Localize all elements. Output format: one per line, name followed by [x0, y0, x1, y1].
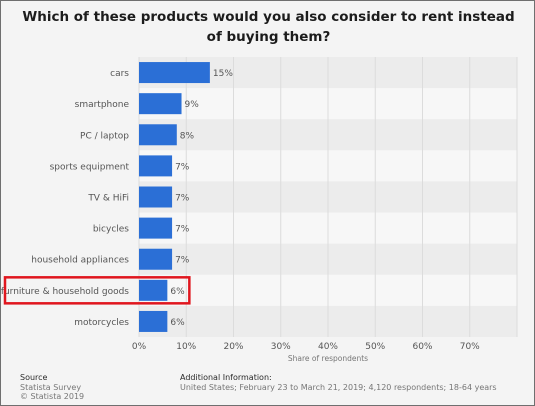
bar-6 — [139, 248, 173, 270]
bar-3 — [139, 155, 173, 177]
x-tick-label: 10% — [176, 342, 196, 352]
x-tick-label: 30% — [271, 342, 291, 352]
value-label: 7% — [175, 225, 190, 235]
value-label: 7% — [175, 256, 190, 266]
x-axis-title: Share of respondents — [288, 354, 368, 363]
source-block: Source Statista Survey © Statista 2019 — [20, 373, 84, 402]
bar-4 — [139, 186, 173, 208]
x-tick-label: 50% — [365, 342, 385, 352]
category-label: TV & HiFi — [87, 194, 129, 204]
value-label: 6% — [170, 287, 185, 297]
additional-info-text: United States; February 23 to March 21, … — [180, 382, 497, 392]
category-label: smartphone — [75, 100, 130, 110]
category-label: furniture & household goods — [1, 287, 129, 297]
value-label: 6% — [170, 318, 185, 328]
x-tick-label: 70% — [460, 342, 480, 352]
copyright-line: © Statista 2019 — [20, 392, 85, 401]
chart-title: Which of these products would you also c… — [22, 9, 515, 45]
bar-2 — [139, 124, 177, 146]
value-label: 7% — [175, 194, 190, 204]
x-tick-label: 0% — [132, 342, 147, 352]
value-label: 9% — [185, 100, 200, 110]
highlight-box — [3, 276, 191, 305]
x-tick-label: 20% — [223, 342, 243, 352]
category-label: bicycles — [93, 225, 129, 235]
bar-1 — [139, 93, 182, 115]
category-label: motorcycles — [74, 318, 129, 328]
category-label: household appliances — [31, 256, 129, 266]
additional-info-block: Additional Information: United States; F… — [180, 373, 497, 392]
value-label: 8% — [180, 131, 195, 141]
bar-5 — [139, 217, 173, 239]
value-label: 15% — [213, 69, 233, 79]
category-label: PC / laptop — [80, 131, 129, 141]
value-label: 7% — [175, 162, 190, 172]
x-tick-label: 60% — [412, 342, 432, 352]
bar-0 — [139, 62, 210, 84]
source-line: Statista Survey — [20, 382, 82, 392]
bar-8 — [139, 310, 168, 332]
category-label: sports equipment — [50, 162, 130, 172]
source-heading: Source — [20, 373, 48, 382]
additional-info-heading: Additional Information: — [180, 373, 272, 382]
x-tick-label: 40% — [318, 342, 338, 352]
category-label: cars — [110, 69, 129, 79]
bar-chart: cars 15% smartphone 9% PC / laptop 8% sports e… — [1, 57, 518, 363]
bar-7 — [139, 279, 168, 301]
